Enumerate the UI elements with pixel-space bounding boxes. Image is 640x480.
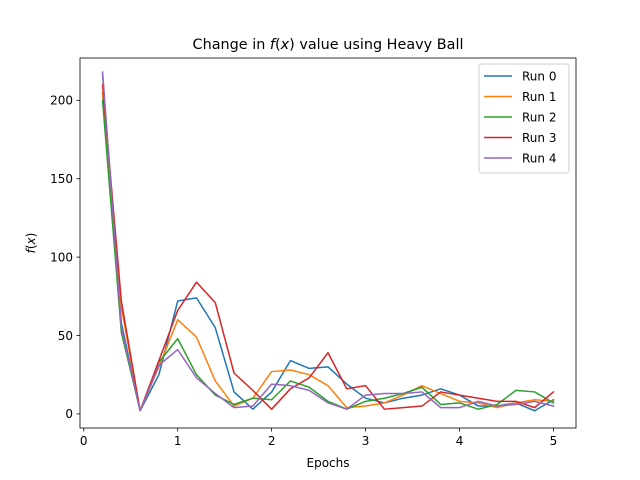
- x-tick-label: 1: [174, 434, 182, 448]
- legend-label-run-0: Run 0: [522, 69, 556, 83]
- x-tick-label: 3: [362, 434, 370, 448]
- series-line-run-4: [101, 71, 555, 412]
- legend-label-run-2: Run 2: [522, 110, 556, 124]
- y-tick-label: 50: [58, 329, 73, 343]
- y-tick-label: 150: [50, 172, 73, 186]
- legend-box: [478, 63, 570, 174]
- y-tick-label: 200: [50, 94, 73, 108]
- series-line-run-1: [101, 91, 555, 412]
- y-axis-ticks: 0 50 100 150 200: [50, 94, 80, 421]
- legend-label-run-4: Run 4: [522, 151, 556, 165]
- series-line-run-3: [101, 83, 555, 412]
- series-line-run-2: [101, 99, 555, 412]
- x-tick-label: 2: [268, 434, 276, 448]
- ylabel-paren-open: (: [24, 244, 38, 249]
- y-tick-label: 0: [65, 407, 73, 421]
- ylabel-variable: f: [24, 247, 38, 253]
- ylabel-paren-close: ): [24, 233, 38, 238]
- title-suffix: ) value using Heavy Ball: [289, 37, 463, 53]
- x-tick-label: 4: [456, 434, 464, 448]
- ylabel-argument: x: [24, 236, 38, 245]
- title-variable: f: [270, 37, 277, 53]
- chart-title: Change in f(x) value using Heavy Ball: [193, 37, 464, 53]
- y-tick-label: 100: [50, 250, 73, 264]
- x-tick-label: 5: [550, 434, 558, 448]
- legend: Run 0 Run 1 Run 2 Run 3 Run 4: [478, 63, 570, 174]
- title-paren-open: (: [275, 37, 281, 53]
- x-axis-ticks: 0 1 2 3 4 5: [80, 428, 557, 448]
- x-axis-label: Epochs: [307, 456, 350, 470]
- series-lines: [101, 71, 555, 412]
- y-axis-label: f(x): [24, 233, 38, 254]
- x-tick-label: 0: [80, 434, 88, 448]
- plot-frame: [79, 57, 577, 429]
- legend-label-run-3: Run 3: [522, 131, 556, 145]
- legend-label-run-1: Run 1: [522, 90, 556, 104]
- title-prefix: Change in: [193, 37, 270, 53]
- title-argument: x: [280, 37, 290, 53]
- series-line-run-0: [101, 72, 555, 412]
